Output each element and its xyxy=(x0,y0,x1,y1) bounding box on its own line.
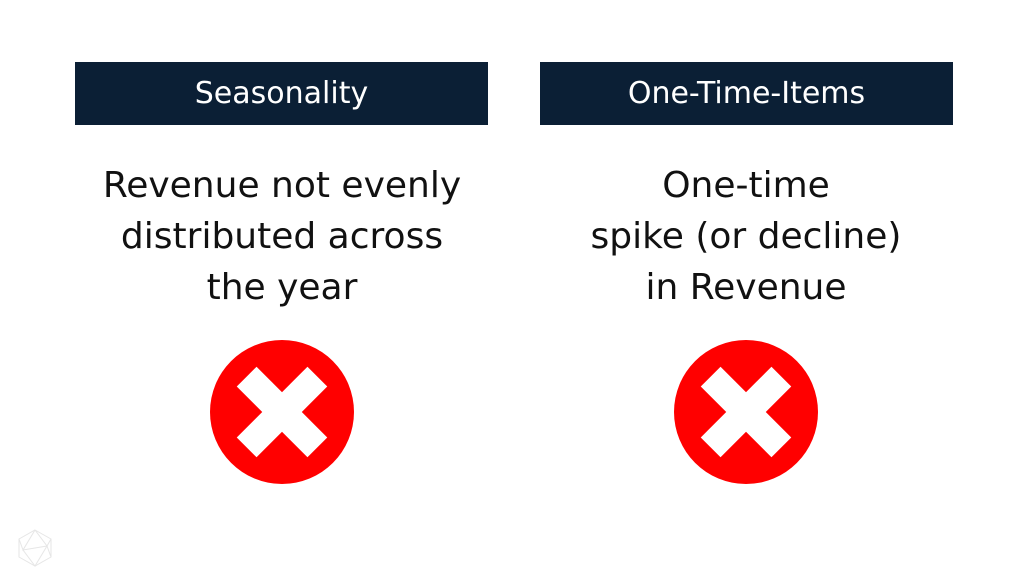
text-line: spike (or decline) xyxy=(590,216,902,257)
text-line: distributed across xyxy=(120,216,444,257)
text-line: Revenue not evenly xyxy=(102,165,462,206)
x-circle-icon xyxy=(674,340,818,484)
seasonality-description: Revenue not evenly distributed across th… xyxy=(52,160,512,313)
one-time-items-description: One-time spike (or decline) in Revenue xyxy=(516,160,976,313)
x-circle-icon xyxy=(210,340,354,484)
icosahedron-logo-icon xyxy=(18,529,52,567)
text-line: One-time xyxy=(662,165,830,206)
header-seasonality: Seasonality xyxy=(75,62,488,125)
header-label: Seasonality xyxy=(194,76,369,111)
header-one-time-items: One-Time-Items xyxy=(540,62,953,125)
header-label: One-Time-Items xyxy=(627,76,866,111)
text-line: in Revenue xyxy=(645,267,847,308)
text-line: the year xyxy=(206,267,358,308)
